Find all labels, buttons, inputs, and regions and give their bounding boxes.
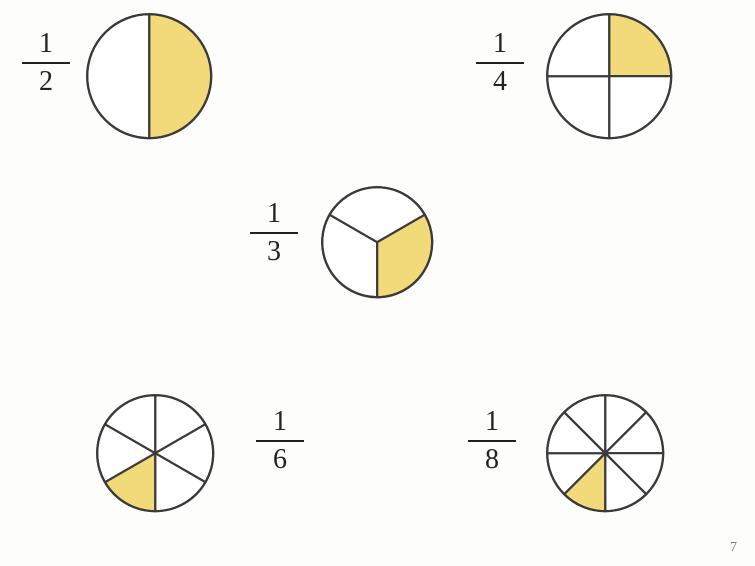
fraction-half-numerator: 1	[39, 30, 53, 58]
fraction-eighth: 18	[468, 408, 516, 474]
fraction-half-denominator: 2	[39, 68, 53, 96]
pie-quarter	[545, 12, 673, 140]
fraction-third-bar	[250, 232, 298, 234]
fraction-eighth-numerator: 1	[485, 408, 499, 436]
fraction-half-bar	[22, 62, 70, 64]
fraction-sixth-denominator: 6	[273, 446, 287, 474]
pie-half-slice-0	[149, 14, 211, 138]
fraction-quarter-bar	[476, 62, 524, 64]
pie-half-slice-1	[87, 14, 149, 138]
worksheet-canvas: 1214131618 7	[0, 0, 755, 566]
fraction-third: 13	[250, 200, 298, 266]
page-number: 7	[730, 540, 737, 556]
fraction-third-denominator: 3	[267, 238, 281, 266]
pie-sixth	[95, 393, 215, 513]
pie-eighth	[545, 393, 665, 513]
fraction-quarter-denominator: 4	[493, 68, 507, 96]
fraction-sixth: 16	[256, 408, 304, 474]
fraction-half: 12	[22, 30, 70, 96]
fraction-sixth-numerator: 1	[273, 408, 287, 436]
pie-third	[320, 185, 434, 299]
fraction-quarter-numerator: 1	[493, 30, 507, 58]
fraction-third-numerator: 1	[267, 200, 281, 228]
fraction-eighth-denominator: 8	[485, 446, 499, 474]
fraction-sixth-bar	[256, 440, 304, 442]
pie-half	[85, 12, 213, 140]
fraction-eighth-bar	[468, 440, 516, 442]
fraction-quarter: 14	[476, 30, 524, 96]
